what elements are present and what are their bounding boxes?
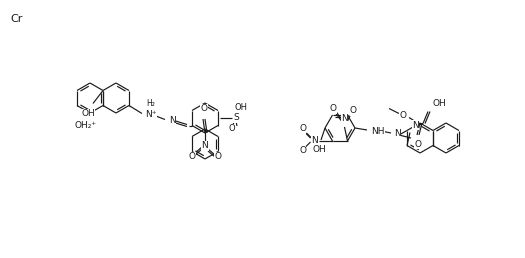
Text: N: N	[394, 130, 401, 139]
Text: O: O	[299, 147, 306, 156]
Text: N: N	[202, 141, 208, 150]
Text: OH₂⁺: OH₂⁺	[75, 122, 97, 131]
Text: O: O	[229, 124, 235, 133]
Text: OH: OH	[235, 103, 248, 112]
Text: O: O	[330, 104, 337, 114]
Text: Cr: Cr	[10, 14, 23, 24]
Text: O: O	[201, 104, 207, 113]
Text: O: O	[299, 125, 306, 133]
Text: O: O	[188, 152, 195, 162]
Text: O: O	[350, 107, 357, 116]
Text: H₂: H₂	[146, 100, 155, 109]
Text: N: N	[169, 116, 176, 125]
Text: OH: OH	[432, 100, 446, 109]
Text: N: N	[311, 136, 318, 146]
Text: O: O	[399, 111, 406, 120]
Text: S: S	[233, 114, 239, 123]
Text: N: N	[341, 114, 348, 123]
Text: N: N	[412, 120, 419, 130]
Text: NH: NH	[371, 126, 384, 135]
Text: N⁺: N⁺	[145, 110, 156, 119]
Text: OH: OH	[81, 109, 95, 118]
Text: OH: OH	[312, 145, 326, 154]
Text: O: O	[215, 152, 222, 162]
Text: O: O	[415, 140, 422, 149]
